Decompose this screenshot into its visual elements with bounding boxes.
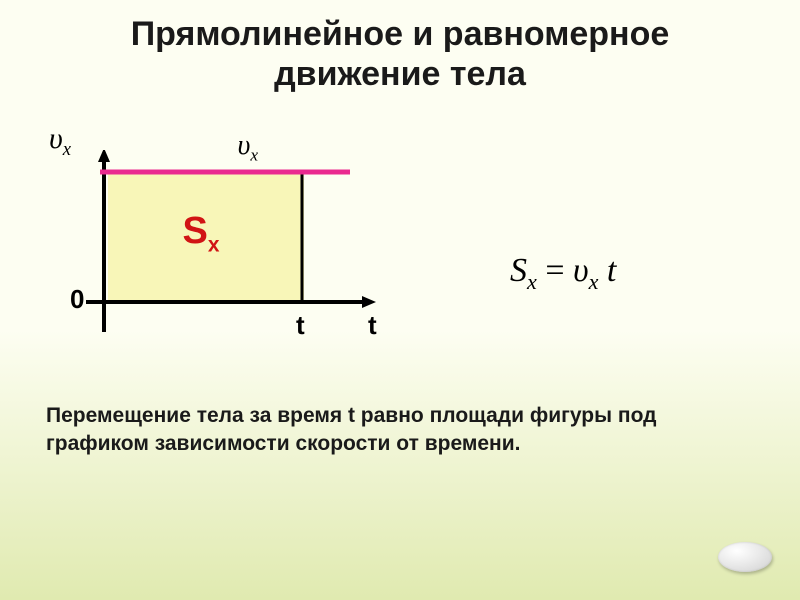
slide-title-line1: Прямолинейное и равномерное [20, 14, 780, 54]
time-label-1: t [296, 310, 305, 341]
caption-line2: графиком зависимости скорости от времени… [46, 430, 656, 458]
y-axis-label: υx [49, 122, 71, 161]
caption-text: Перемещение тела за время t равно площад… [46, 402, 656, 459]
velocity-line-label: υx [238, 130, 259, 166]
origin-label: 0 [70, 284, 84, 315]
caption-line1: Перемещение тела за время t равно площад… [46, 402, 656, 430]
velocity-time-graph: υx 0 Sx υx t t [40, 150, 380, 360]
area-label: Sx [182, 210, 219, 258]
slide-title: Прямолинейное и равномерное движение тел… [0, 0, 800, 94]
displacement-formula: Sx = υx t [510, 252, 616, 295]
time-label-2: t [368, 310, 377, 341]
next-slide-button[interactable] [718, 542, 772, 572]
slide-title-line2: движение тела [20, 54, 780, 94]
